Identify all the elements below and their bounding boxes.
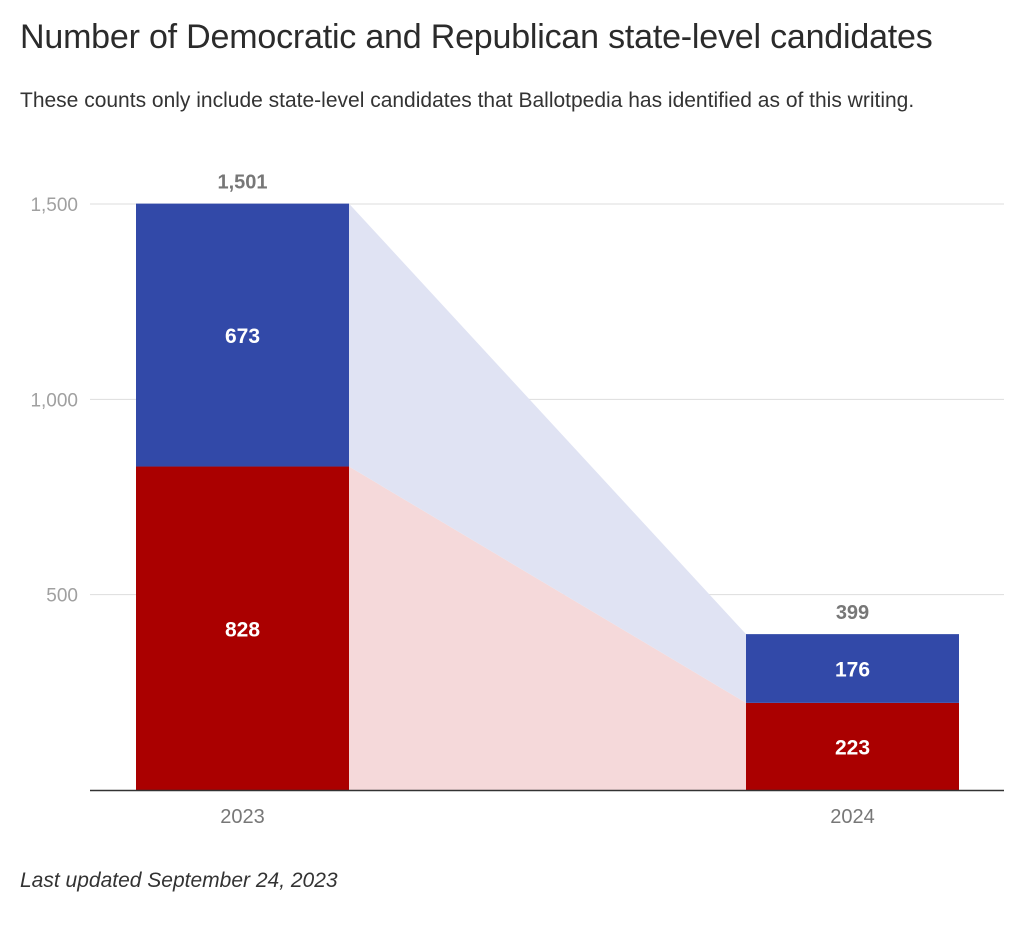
bar-value-label: 828 [225, 618, 260, 641]
bar-value-label: 176 [835, 659, 870, 682]
labels: 500 1,000 1,500 828 673 1,501 2023 223 176 399 202… [30, 172, 1004, 828]
bar-total-label: 1,501 [217, 172, 267, 194]
y-tick-label: 1,000 [30, 390, 78, 411]
last-updated-note: Last updated September 24, 2023 [20, 869, 338, 892]
chart-title: Number of Democratic and Republican stat… [20, 18, 933, 56]
bar-segment-2023-series-0 [136, 466, 349, 790]
bars [136, 203, 959, 790]
x-category-label: 2024 [830, 806, 875, 828]
bar-segment-2023-series-1 [136, 203, 349, 467]
bar-value-label: 223 [835, 736, 870, 759]
connectors [349, 203, 746, 790]
series-1-connector [349, 203, 746, 703]
y-tick-label: 500 [46, 586, 78, 607]
bar-segment-2024-series-0 [746, 702, 959, 790]
x-category-label: 2023 [220, 806, 265, 828]
bar-total-label: 399 [836, 602, 869, 624]
series-0-connector [349, 466, 746, 790]
chart-subtitle: These counts only include state-level ca… [20, 89, 915, 112]
bar-value-label: 673 [225, 325, 260, 348]
y-tick-label: 1,500 [30, 195, 78, 216]
bar-segment-2024-series-1 [746, 634, 959, 703]
